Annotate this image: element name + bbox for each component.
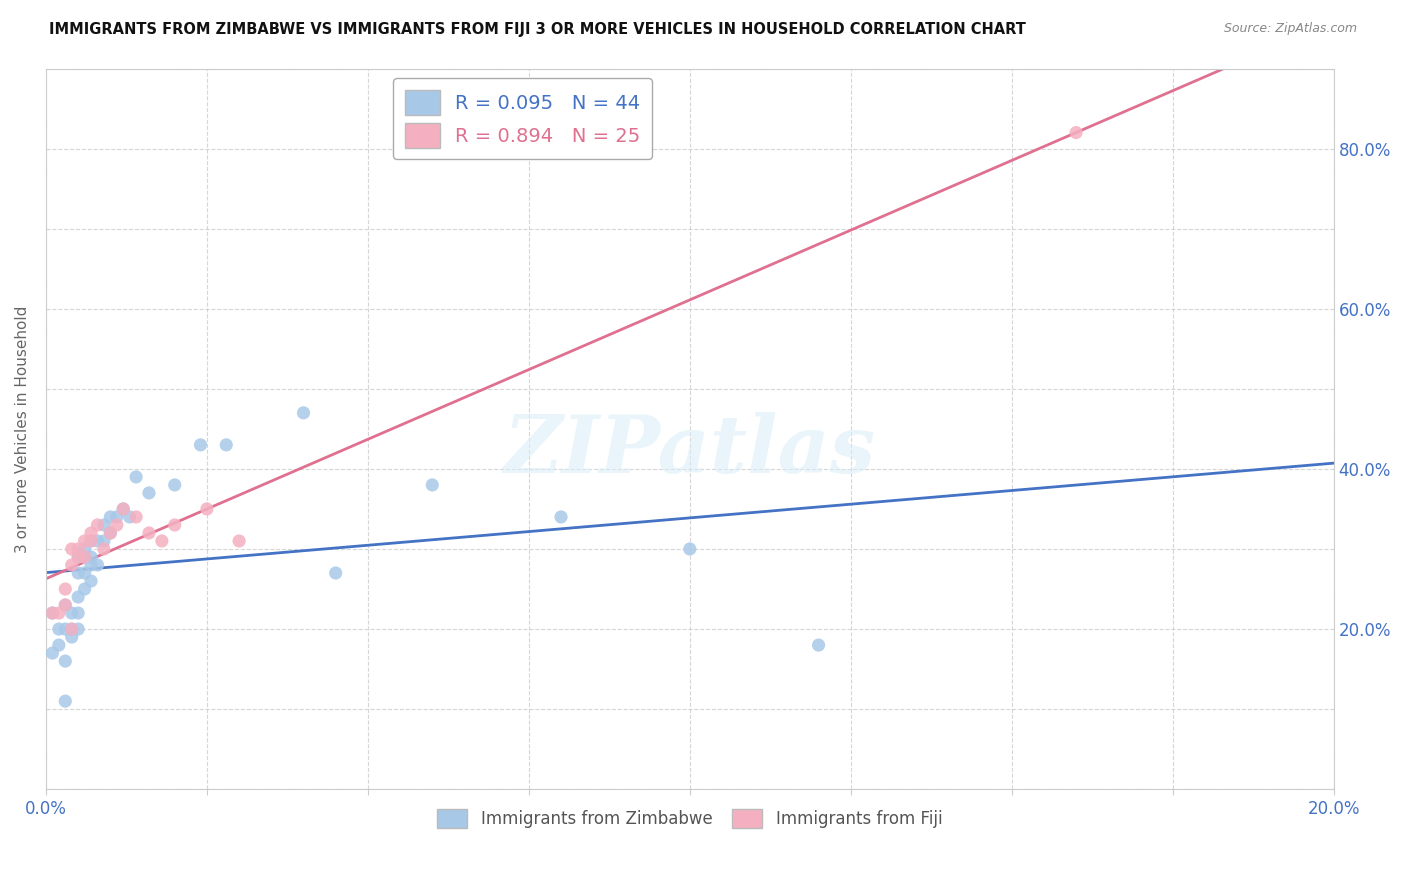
Point [98, 526, 121, 541]
Point [67, 590, 90, 604]
Point [550, 510, 572, 524]
Point [73, 549, 96, 564]
Point [73, 541, 96, 556]
Point [48, 638, 70, 652]
Point [67, 549, 90, 564]
Point [86, 518, 108, 533]
Point [125, 510, 148, 524]
Point [98, 526, 121, 541]
Point [73, 582, 96, 596]
Point [292, 406, 315, 420]
Point [73, 549, 96, 564]
Point [80, 558, 103, 572]
Point [112, 502, 135, 516]
Point [41, 646, 63, 660]
Point [60, 606, 83, 620]
Point [679, 541, 702, 556]
Point [53, 598, 76, 612]
Point [53, 598, 76, 612]
Point [112, 502, 135, 516]
Point [98, 510, 121, 524]
Point [41, 606, 63, 620]
Point [67, 566, 90, 580]
Legend: Immigrants from Zimbabwe, Immigrants from Fiji: Immigrants from Zimbabwe, Immigrants fro… [430, 803, 949, 835]
Point [125, 470, 148, 484]
Point [80, 533, 103, 548]
Point [53, 654, 76, 668]
Point [80, 574, 103, 588]
Point [53, 622, 76, 636]
Point [67, 541, 90, 556]
Text: ZIPatlas: ZIPatlas [503, 412, 876, 489]
Point [60, 630, 83, 644]
Point [86, 533, 108, 548]
Point [105, 518, 128, 533]
Point [60, 622, 83, 636]
Point [1064, 126, 1087, 140]
Point [195, 502, 218, 516]
Text: Source: ZipAtlas.com: Source: ZipAtlas.com [1223, 22, 1357, 36]
Point [163, 478, 186, 492]
Point [80, 526, 103, 541]
Point [60, 541, 83, 556]
Point [163, 518, 186, 533]
Point [118, 510, 141, 524]
Point [86, 558, 108, 572]
Point [150, 533, 173, 548]
Point [215, 438, 238, 452]
Point [93, 518, 115, 533]
Point [73, 566, 96, 580]
Point [93, 541, 115, 556]
Point [73, 533, 96, 548]
Point [53, 694, 76, 708]
Point [138, 526, 160, 541]
Point [67, 606, 90, 620]
Point [325, 566, 347, 580]
Point [48, 606, 70, 620]
Point [48, 622, 70, 636]
Point [80, 533, 103, 548]
Point [190, 438, 212, 452]
Point [67, 549, 90, 564]
Point [67, 622, 90, 636]
Point [105, 510, 128, 524]
Point [138, 486, 160, 500]
Point [41, 606, 63, 620]
Y-axis label: 3 or more Vehicles in Household: 3 or more Vehicles in Household [15, 305, 30, 552]
Point [80, 549, 103, 564]
Point [228, 533, 250, 548]
Point [53, 582, 76, 596]
Text: IMMIGRANTS FROM ZIMBABWE VS IMMIGRANTS FROM FIJI 3 OR MORE VEHICLES IN HOUSEHOLD: IMMIGRANTS FROM ZIMBABWE VS IMMIGRANTS F… [49, 22, 1026, 37]
Point [93, 533, 115, 548]
Point [60, 558, 83, 572]
Point [420, 478, 443, 492]
Point [60, 622, 83, 636]
Point [807, 638, 830, 652]
